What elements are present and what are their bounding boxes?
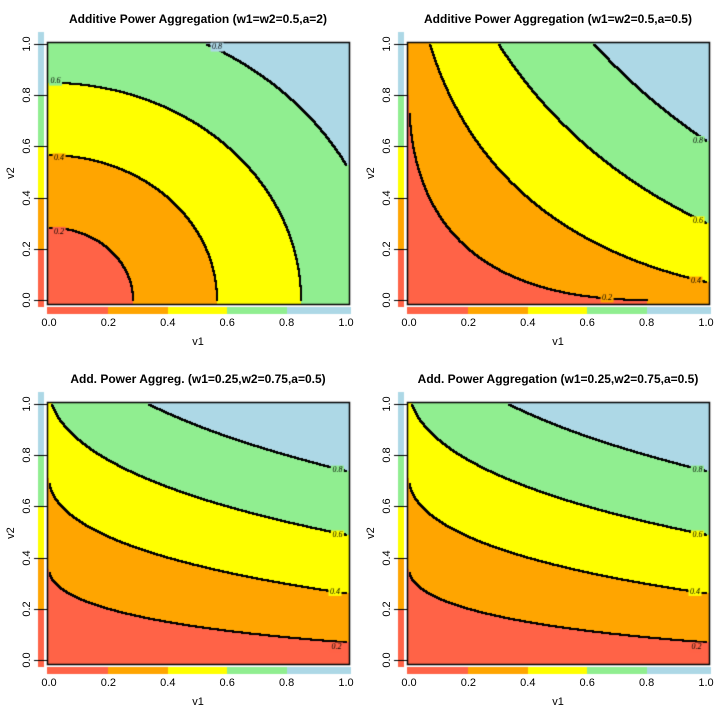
x-tick-label: 0.0 xyxy=(401,677,417,689)
y-tick-label: 0.8 xyxy=(381,87,393,103)
y-tick-label: 0.4 xyxy=(21,189,33,206)
y-tick-label: 0.6 xyxy=(381,138,393,155)
y-tick-label: 1.0 xyxy=(21,396,33,412)
y-tick-label: 0.0 xyxy=(381,652,393,668)
x-tick-label: 0.8 xyxy=(278,317,295,329)
y-tick-label: 0.2 xyxy=(21,241,33,257)
y-tick-label: 1.0 xyxy=(381,36,393,52)
x-tick-label: 0.4 xyxy=(520,317,536,329)
contour-plot-canvas xyxy=(360,0,720,360)
x-tick-label: 1.0 xyxy=(338,317,354,329)
y-tick-label: 0.2 xyxy=(21,601,33,617)
y-tick-label: 0.4 xyxy=(381,549,393,566)
x-tick-label: 0.2 xyxy=(460,317,477,329)
panel-title: Add. Power Aggreg. (w1=0.25,w2=0.75,a=0.… xyxy=(70,372,326,386)
panel-bottom-right: Add. Power Aggregation (w1=0.25,w2=0.75,… xyxy=(360,360,720,720)
contour-plot-canvas xyxy=(360,360,720,720)
panel-title: Additive Power Aggregation (w1=w2=0.5,a=… xyxy=(424,12,692,26)
y-tick-label: 0.4 xyxy=(381,189,393,206)
y-tick-label: 0.6 xyxy=(21,138,33,155)
x-tick-label: 0.6 xyxy=(579,677,595,689)
y-tick-label: 0.0 xyxy=(21,292,33,308)
x-tick-label: 0.8 xyxy=(638,677,655,689)
y-tick-label: 0.6 xyxy=(21,498,33,515)
y-tick-label: 0.8 xyxy=(381,447,393,463)
x-axis-label: v1 xyxy=(552,336,564,348)
x-tick-label: 0.8 xyxy=(638,317,655,329)
y-tick-label: 0.8 xyxy=(21,87,33,103)
x-axis-label: v1 xyxy=(552,696,564,708)
y-axis-label: v2 xyxy=(5,167,17,179)
y-tick-label: 0.4 xyxy=(21,549,33,566)
panel-top-left: Additive Power Aggregation (w1=w2=0.5,a=… xyxy=(0,0,360,360)
y-axis-label: v2 xyxy=(5,527,17,539)
x-tick-label: 0.8 xyxy=(278,677,295,689)
x-tick-label: 0.2 xyxy=(100,317,117,329)
x-tick-label: 1.0 xyxy=(338,677,354,689)
panel-bottom-left: Add. Power Aggreg. (w1=0.25,w2=0.75,a=0.… xyxy=(0,360,360,720)
x-tick-label: 0.4 xyxy=(520,677,536,689)
y-tick-label: 0.0 xyxy=(381,292,393,308)
x-tick-label: 0.6 xyxy=(219,317,235,329)
panel-title: Additive Power Aggregation (w1=w2=0.5,a=… xyxy=(69,12,327,26)
x-tick-label: 0.2 xyxy=(100,677,117,689)
x-tick-label: 1.0 xyxy=(698,317,714,329)
x-tick-label: 0.6 xyxy=(219,677,235,689)
y-tick-label: 1.0 xyxy=(381,396,393,412)
x-tick-label: 0.0 xyxy=(41,317,57,329)
y-axis-label: v2 xyxy=(365,167,377,179)
contour-plot-canvas xyxy=(0,360,360,720)
x-tick-label: 1.0 xyxy=(698,677,714,689)
y-tick-label: 0.8 xyxy=(21,447,33,463)
x-tick-label: 0.6 xyxy=(579,317,595,329)
y-axis-label: v2 xyxy=(365,527,377,539)
x-tick-label: 0.4 xyxy=(160,317,176,329)
x-axis-label: v1 xyxy=(192,696,204,708)
contour-plot-canvas xyxy=(0,0,360,360)
y-tick-label: 1.0 xyxy=(21,36,33,52)
x-tick-label: 0.2 xyxy=(460,677,477,689)
y-tick-label: 0.2 xyxy=(381,601,393,617)
panel-top-right: Additive Power Aggregation (w1=w2=0.5,a=… xyxy=(360,0,720,360)
x-tick-label: 0.0 xyxy=(41,677,57,689)
panel-title: Add. Power Aggregation (w1=0.25,w2=0.75,… xyxy=(417,372,699,386)
x-tick-label: 0.0 xyxy=(401,317,417,329)
x-tick-label: 0.4 xyxy=(160,677,176,689)
x-axis-label: v1 xyxy=(192,336,204,348)
y-tick-label: 0.2 xyxy=(381,241,393,257)
y-tick-label: 0.0 xyxy=(21,652,33,668)
y-tick-label: 0.6 xyxy=(381,498,393,515)
